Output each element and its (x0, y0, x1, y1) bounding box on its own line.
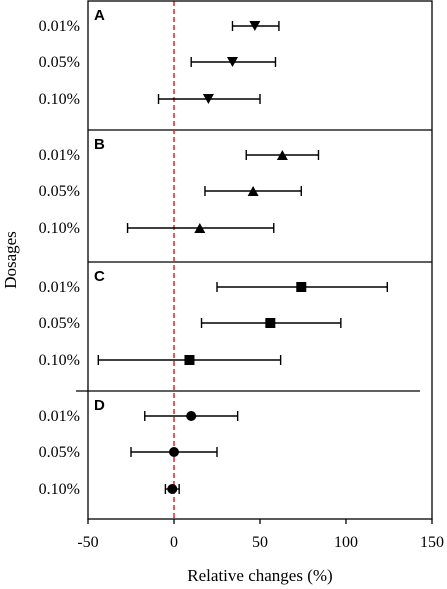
dosage-label: 0.10% (39, 220, 80, 237)
panel-label-d: D (94, 397, 105, 414)
x-tick-label: 50 (252, 534, 268, 551)
estimate-marker (226, 57, 238, 67)
panels-layer: A 0.01% 0.05% 0.10% B 0.01% 0.05% 0.10% C 0.01% 0.… (39, 7, 432, 498)
dosage-label: 0.01% (39, 279, 80, 296)
estimate-marker (194, 223, 206, 233)
data-point (245, 150, 320, 160)
panel-label-b: B (94, 136, 105, 153)
dosage-label: 0.05% (39, 315, 80, 332)
estimate-marker (276, 150, 288, 160)
data-point (144, 411, 239, 421)
data-point (190, 57, 277, 67)
data-point (216, 282, 388, 292)
panel-label-a: A (94, 7, 105, 24)
dosage-label: 0.01% (39, 147, 80, 164)
y-axis-title: Dosages (1, 231, 20, 289)
estimate-marker (167, 484, 178, 494)
x-tick-label: 0 (170, 534, 178, 551)
x-tick-label: 100 (334, 534, 358, 551)
dosage-label: 0.05% (39, 183, 80, 200)
x-axis-title: Relative changes (%) (187, 566, 332, 585)
plot-frame (87, 0, 433, 520)
dosage-label: 0.10% (39, 481, 80, 498)
estimate-marker (184, 355, 195, 365)
estimate-marker (247, 186, 259, 196)
estimate-marker (169, 447, 179, 457)
data-point (231, 21, 280, 31)
dosage-label: 0.01% (39, 18, 80, 35)
data-point (126, 223, 275, 233)
estimate-marker (186, 411, 197, 421)
data-point (200, 318, 342, 328)
estimate-marker (265, 318, 276, 328)
dosage-label: 0.10% (39, 352, 80, 369)
dosage-label: 0.10% (39, 91, 80, 108)
data-point (164, 484, 180, 494)
dosage-label: 0.05% (39, 444, 80, 461)
points-layer (97, 21, 388, 494)
data-point (157, 94, 261, 104)
x-tick-label: -50 (77, 534, 98, 551)
estimate-marker (249, 21, 261, 31)
x-tick-label: 150 (420, 534, 444, 551)
dosage-label: 0.05% (39, 54, 80, 71)
data-point (204, 186, 302, 196)
dosage-label: 0.01% (39, 408, 80, 425)
x-axis: -50 0 50 100 150 (77, 519, 444, 551)
data-point (130, 447, 218, 457)
data-point (97, 355, 282, 365)
panel-label-c: C (94, 268, 105, 285)
estimate-marker (296, 282, 307, 292)
estimate-marker (202, 94, 214, 104)
